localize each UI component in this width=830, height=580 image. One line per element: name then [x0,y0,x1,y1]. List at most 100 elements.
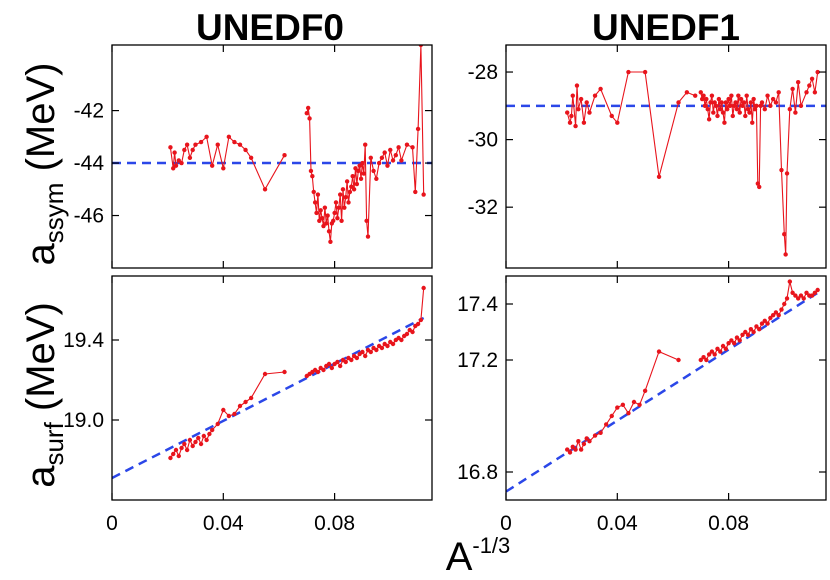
data-point [740,332,745,337]
data-point [768,315,773,321]
data-point [243,399,248,405]
data-point [782,232,787,237]
y-tick-label: 16.8 [457,461,498,484]
data-point [332,210,337,216]
data-point [399,337,404,343]
data-point [368,349,373,355]
data-point [315,192,321,197]
data-point [740,103,745,109]
data-point [243,147,248,153]
data-point [626,411,631,416]
data-point [193,142,198,147]
data-point [248,155,254,161]
data-point [642,388,648,393]
data-point [415,126,421,132]
data-point [399,158,404,163]
data-point [573,123,578,129]
data-point [581,441,587,447]
data-point [196,435,201,441]
data-point [376,160,382,166]
data-point [317,218,322,223]
data-point [693,93,698,98]
data-point [209,427,215,433]
axes-frame [505,44,827,269]
data-point [404,331,410,337]
data-point [179,160,184,166]
data-point [768,103,773,109]
data-point [363,353,368,359]
y-tick-label: 17.4 [457,293,498,316]
data-point [698,357,703,363]
data-point [314,210,319,216]
data-point [809,76,815,81]
data-point [713,103,719,109]
data-point [704,96,709,102]
data-point [720,110,726,115]
data-point [567,120,573,125]
data-point [318,208,323,213]
data-point [176,453,181,459]
column-title-unedf1: UNEDF1 [592,7,740,48]
data-point [581,120,587,125]
data-point [784,296,790,301]
data-point [744,93,749,98]
x-tick-label: 0.04 [597,512,638,535]
data-point [750,120,755,125]
data-point [410,145,415,150]
data-point [190,443,195,449]
data-point [770,313,776,318]
data-point [615,405,620,410]
data-point [738,96,744,102]
data-point [706,352,712,357]
data-point [776,313,781,318]
data-point [741,100,747,105]
x-tick-label: 0 [106,512,118,535]
data-point [321,367,326,373]
column-title-unedf0: UNEDF0 [196,7,344,48]
data-point [757,184,762,190]
data-point [371,168,376,174]
data-point [783,252,788,257]
data-point [626,69,631,75]
data-point [809,293,815,298]
data-point [779,167,784,173]
data-point [184,447,190,453]
data-point [410,329,415,335]
data-point [339,218,344,223]
y-tick-label: 19.0 [63,409,104,432]
data-point [321,223,326,229]
data-point [310,173,315,179]
data-point [719,100,724,105]
data-point [354,355,360,361]
data-point [331,218,336,223]
data-point [787,279,793,284]
data-point [346,200,351,205]
panel-unedf0-asurf: 19.0 19.4 0 0.04 0.08 [63,275,433,535]
panel-unedf1-asurf: 16.8 17.2 17.4 0 0.04 0.08 [457,275,827,535]
data-point [364,218,369,223]
data-point [731,341,737,346]
axes-frame [505,275,827,501]
data-point [421,285,426,291]
data-point [748,327,754,332]
data-point [396,145,401,150]
data-point [715,346,720,351]
data-point [311,189,316,195]
data-point [776,90,781,95]
fit-line [506,291,819,493]
data-point [190,147,195,153]
data-point [698,90,703,95]
data-point [365,234,371,239]
data-point [812,90,818,95]
data-point [701,355,706,360]
data-point [757,327,762,332]
data-point [807,83,812,88]
data-point [342,205,347,210]
data-point [615,120,620,125]
data-point [349,357,354,363]
data-point [385,343,390,349]
data-point [587,110,592,115]
data-point [356,168,361,174]
y-label-asurf: asurf (MeV) [19,302,69,488]
data-point [570,93,575,98]
